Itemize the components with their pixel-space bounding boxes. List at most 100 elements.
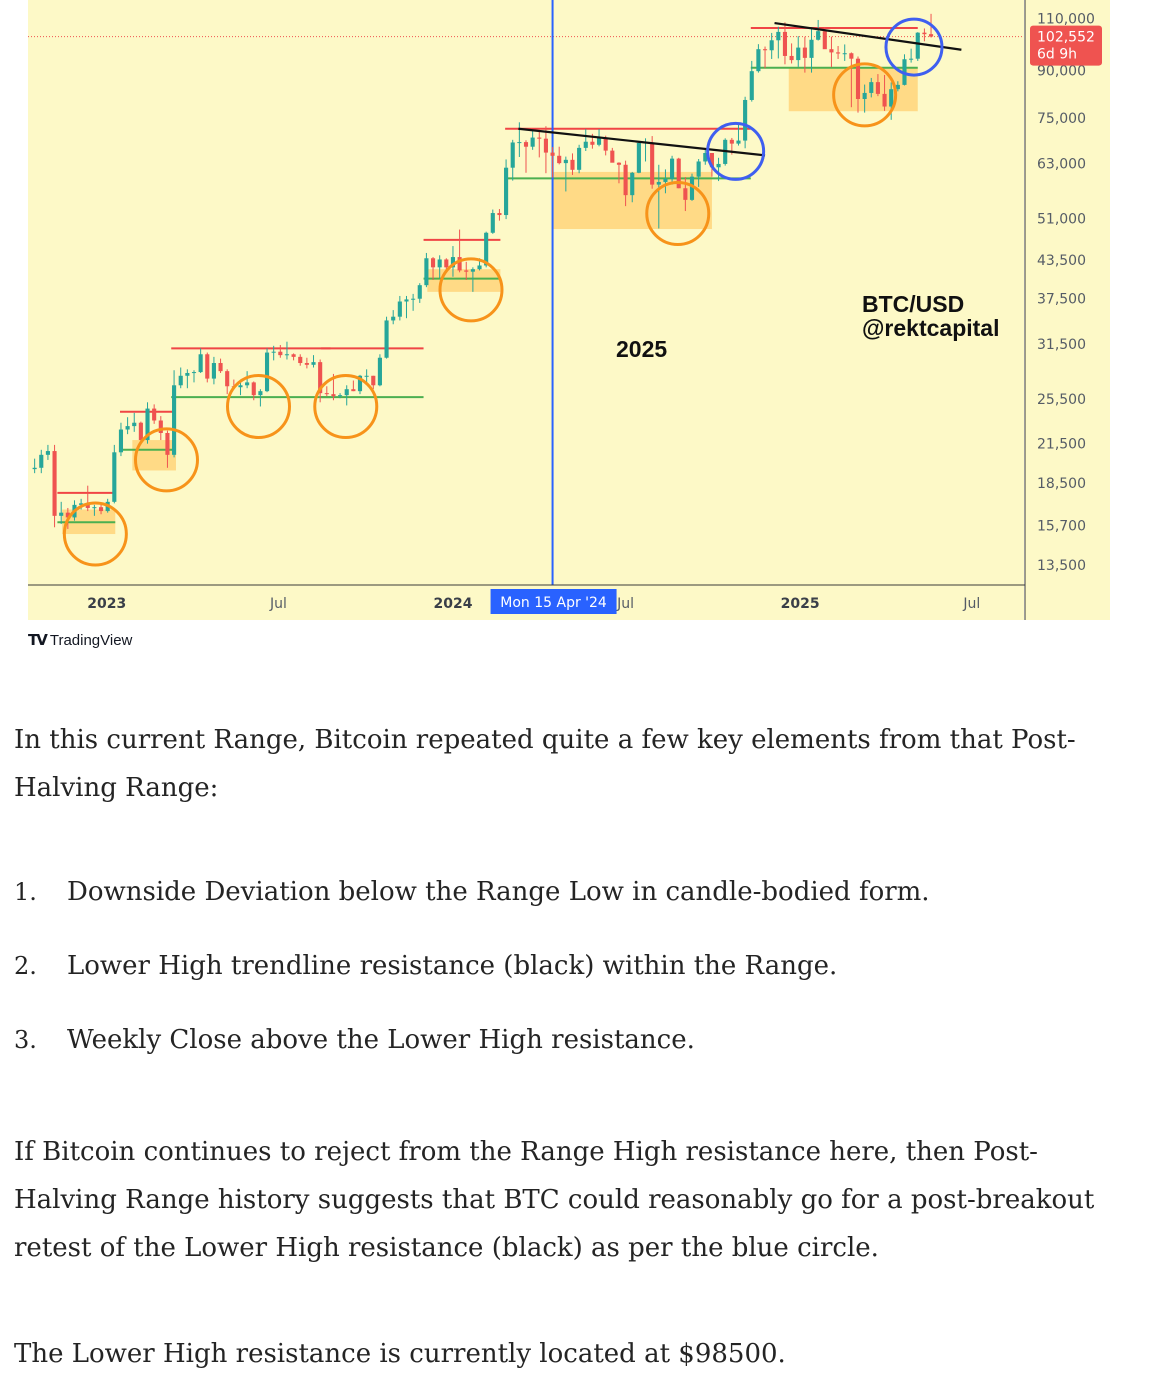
candle <box>424 252 429 288</box>
candle-body <box>743 99 748 141</box>
candle-body <box>45 451 50 455</box>
candle <box>743 96 748 149</box>
lower-high-trendline <box>774 21 962 51</box>
trendlines <box>518 21 962 157</box>
time-tick-label: Jul <box>616 596 634 612</box>
chart-area: 110,000 90,000 75,000 63,000 51,000 43,500 37,… <box>0 0 1158 660</box>
candle <box>922 28 927 42</box>
candle-body <box>384 320 389 358</box>
candle <box>39 449 44 474</box>
tradingview-logo-text: TradingView <box>49 631 133 649</box>
candle <box>802 36 807 73</box>
candle-body <box>802 47 807 58</box>
candle <box>172 370 177 458</box>
candle-body <box>769 40 774 51</box>
candle-body <box>836 52 841 54</box>
candle <box>391 310 396 325</box>
candle <box>165 430 170 468</box>
candle <box>470 267 475 292</box>
candle-body <box>311 362 316 365</box>
candle-body <box>152 408 157 421</box>
time-tick-label: 2024 <box>433 596 472 612</box>
time-axis[interactable]: 2023 Jul 2024 Jul 2025 Jul Mon 15 Apr '24 <box>28 584 1025 614</box>
price-chart[interactable]: 110,000 90,000 75,000 63,000 51,000 43,500 37,… <box>0 0 1158 660</box>
candle-body <box>829 49 834 53</box>
candle-body <box>563 159 568 164</box>
candle <box>430 257 436 280</box>
candle-body <box>696 161 701 177</box>
shaded-zone <box>788 67 918 112</box>
candle-body <box>922 32 927 35</box>
price-tick-label: 63,000 <box>1037 157 1086 173</box>
candle <box>205 352 210 383</box>
candle-body <box>842 53 847 55</box>
candle-body <box>278 351 283 356</box>
candle-body <box>112 452 117 502</box>
candle-body <box>79 503 84 505</box>
article-paragraph-intro: In this current Range, Bitcoin repeated … <box>14 725 1076 803</box>
candle <box>557 146 562 165</box>
candle <box>417 283 422 303</box>
candle <box>537 131 542 158</box>
candle-body <box>749 71 754 100</box>
candle <box>563 156 568 192</box>
candle <box>271 345 276 361</box>
candle <box>118 422 124 457</box>
price-tick-label: 21,500 <box>1037 437 1086 453</box>
candle-body <box>225 371 230 387</box>
candle-body <box>364 375 369 377</box>
candle <box>304 357 309 369</box>
price-axis[interactable]: 110,000 90,000 75,000 63,000 51,000 43,500 37,… <box>1024 0 1102 620</box>
candle-body <box>205 354 210 379</box>
candle-body <box>125 426 130 430</box>
candle <box>264 348 270 393</box>
candle <box>112 444 117 504</box>
candle <box>371 375 376 390</box>
candle-body <box>650 142 655 185</box>
price-tick-label: 31,500 <box>1037 337 1086 353</box>
candle <box>324 386 329 397</box>
time-tick-label: 2025 <box>781 596 820 612</box>
candle-body <box>357 375 363 392</box>
candle-body <box>550 152 555 156</box>
candle <box>211 356 216 385</box>
price-tag-box <box>1030 25 1102 66</box>
candle-body <box>689 176 695 200</box>
candle-body <box>816 31 821 40</box>
candle <box>497 209 502 221</box>
candle-body <box>504 167 509 216</box>
candle <box>125 417 130 435</box>
price-tick-label: 37,500 <box>1037 292 1086 308</box>
candle-body <box>191 372 197 374</box>
crosshair-date-box <box>490 589 617 614</box>
candle <box>895 81 900 92</box>
key-elements-list: 1. Downside Deviation below the Range Lo… <box>0 866 1130 1088</box>
candle-body <box>165 432 170 455</box>
candle <box>278 344 283 358</box>
price-tag-countdown: 6d 9h <box>1037 47 1077 63</box>
candle <box>457 229 462 273</box>
candle-body <box>590 141 595 145</box>
list-item: 2. Lower High trendline resistance (blac… <box>0 940 1130 1014</box>
candle-body <box>185 372 190 376</box>
candle <box>298 354 303 366</box>
candle <box>344 385 349 406</box>
list-item-text: Weekly Close above the Lower High resist… <box>67 1025 695 1055</box>
price-tick-label: 25,500 <box>1037 392 1086 408</box>
list-item-text: Downside Deviation below the Range Low i… <box>67 877 930 907</box>
candle <box>875 74 880 97</box>
candle <box>152 404 157 424</box>
candle <box>225 369 230 395</box>
candle <box>630 171 635 203</box>
candle-body <box>324 393 329 395</box>
candle-body <box>98 507 104 512</box>
candle <box>198 348 203 373</box>
candle <box>191 370 197 383</box>
candle <box>756 44 761 73</box>
candle <box>218 358 223 373</box>
candle <box>92 504 97 516</box>
candle-body <box>729 139 734 144</box>
candle <box>52 444 57 528</box>
tradingview-logo[interactable]: TV TradingView <box>28 631 132 649</box>
candle <box>915 32 920 61</box>
